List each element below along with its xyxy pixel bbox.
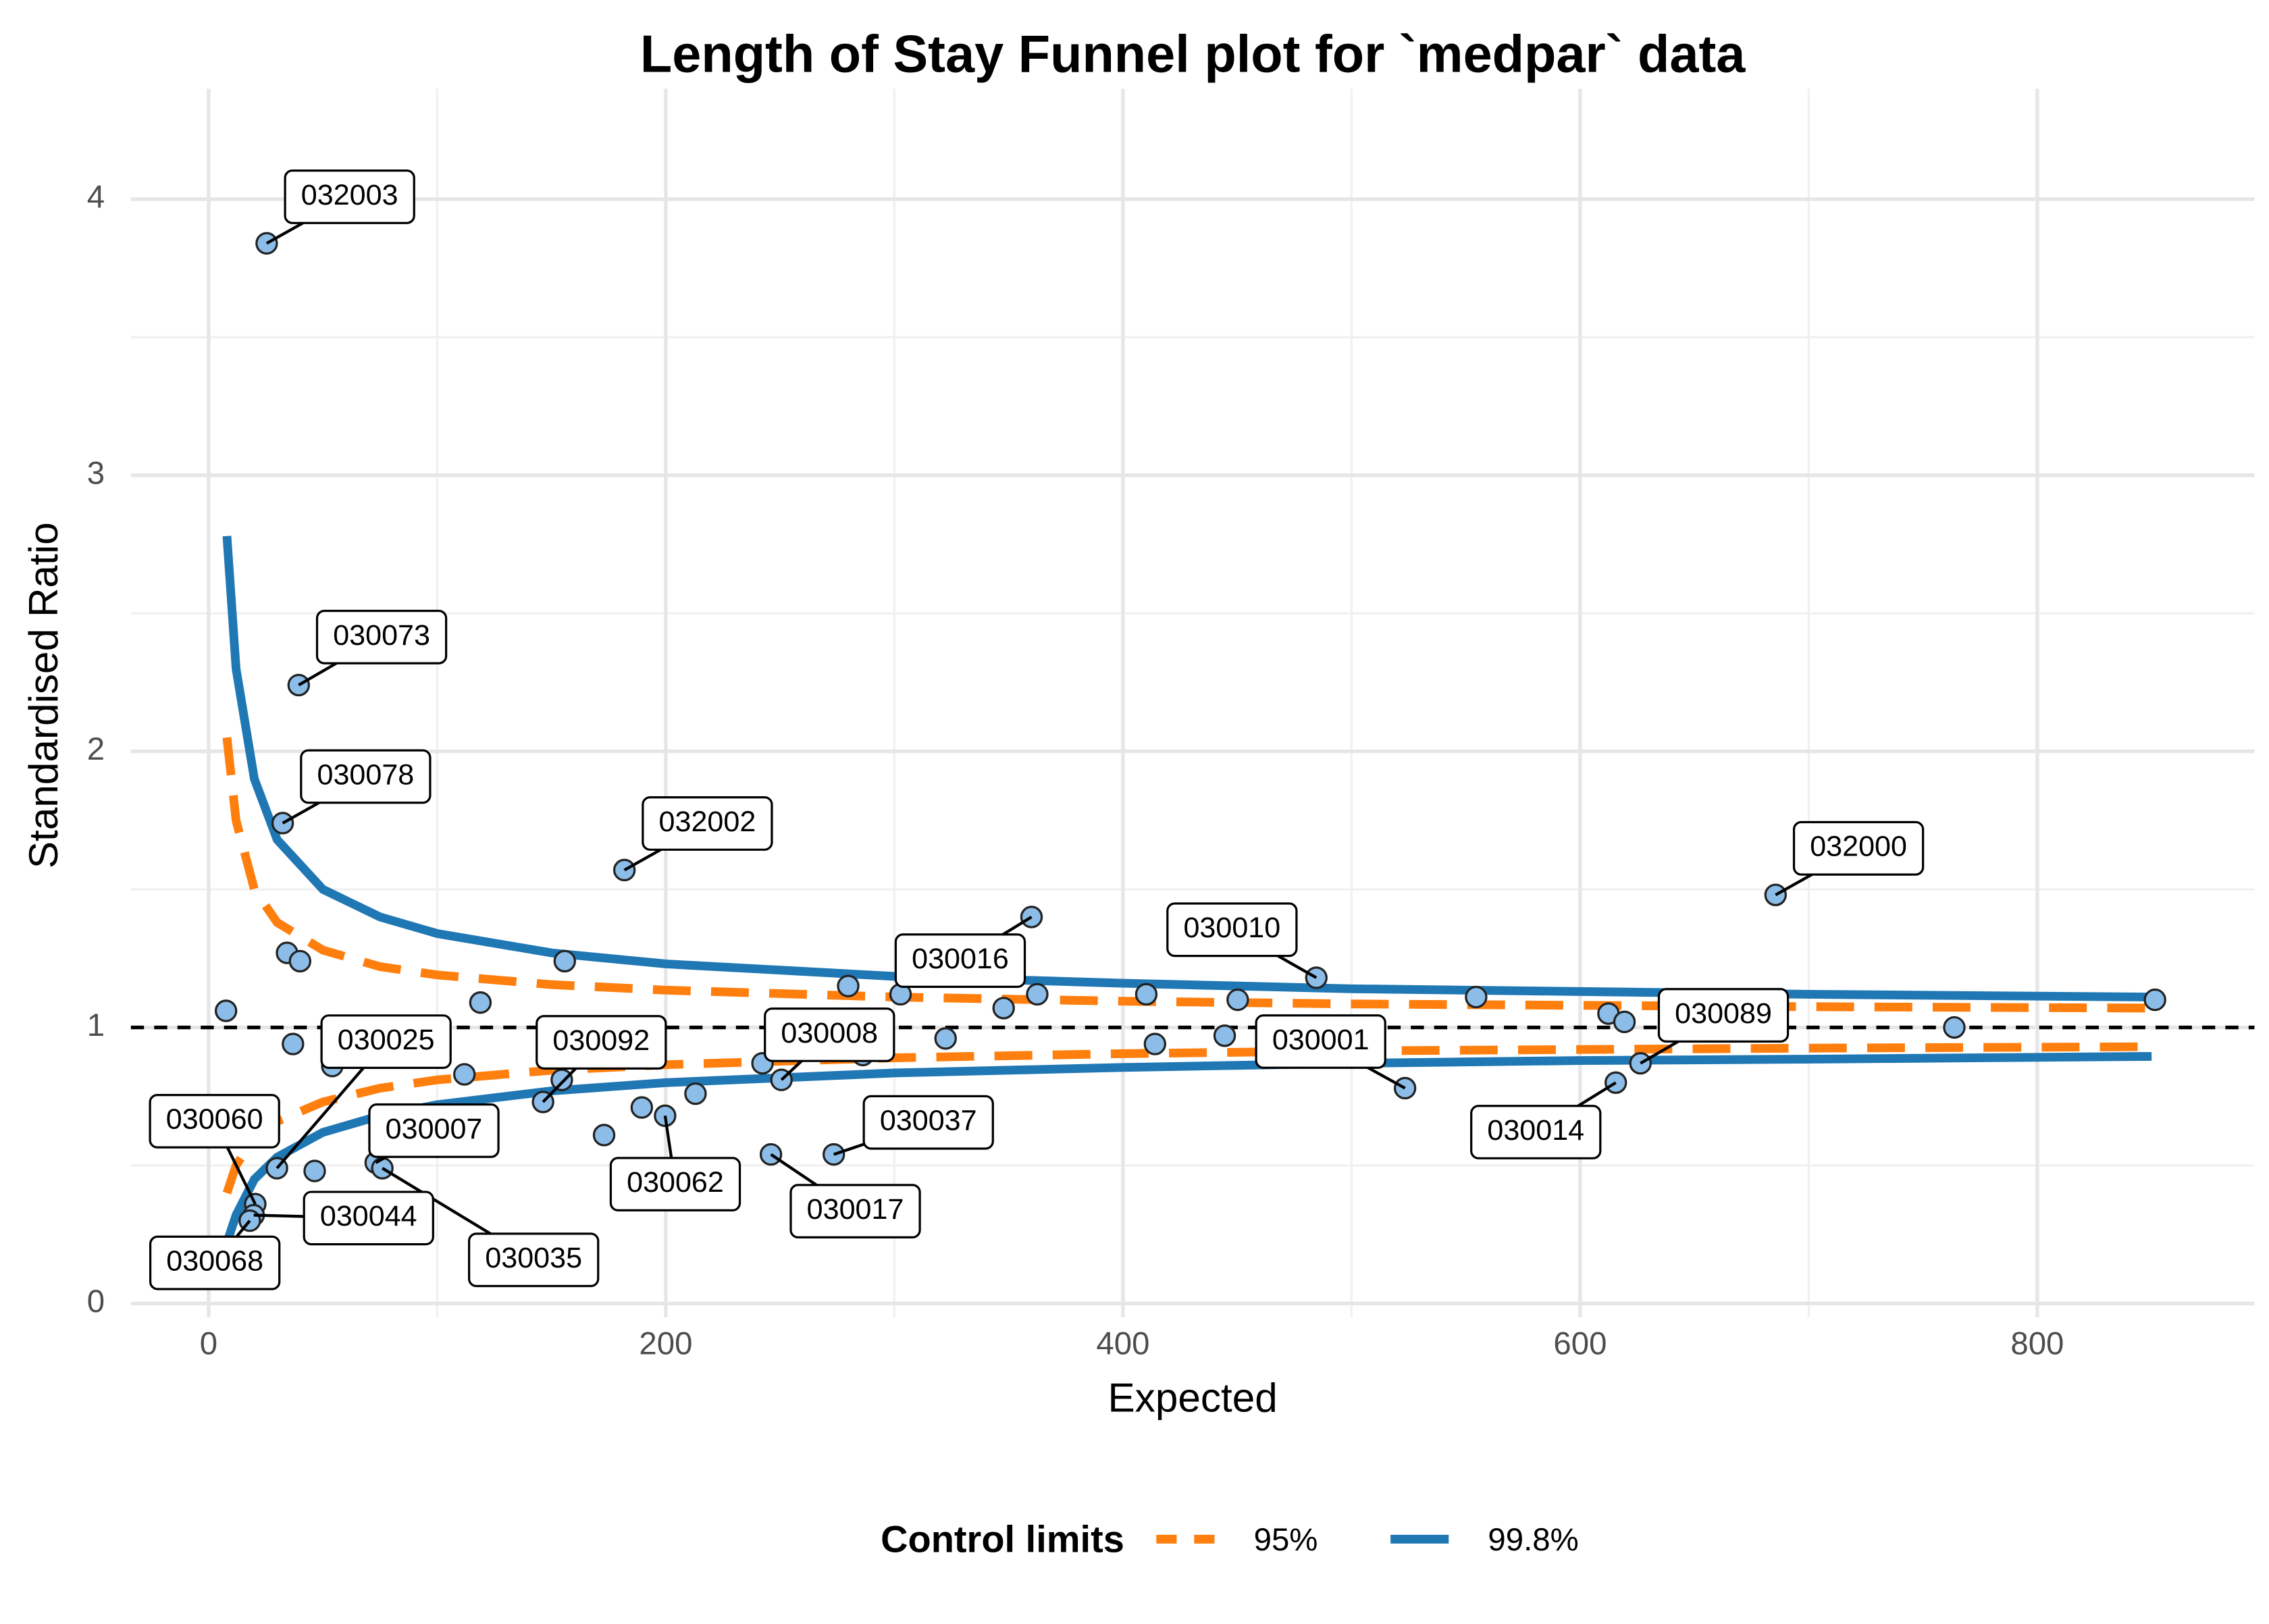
data-point bbox=[469, 991, 492, 1014]
legend-label: 95% bbox=[1254, 1522, 1318, 1558]
y-tick-label: 4 bbox=[87, 179, 105, 215]
label-box bbox=[1255, 1014, 1386, 1069]
label-box bbox=[149, 1235, 281, 1290]
data-point bbox=[550, 1068, 573, 1091]
point-label: 030014 bbox=[1487, 1114, 1584, 1147]
data-point bbox=[934, 1027, 957, 1050]
point-label: 030062 bbox=[627, 1166, 724, 1199]
point-label: 030092 bbox=[552, 1024, 650, 1057]
data-point bbox=[1226, 988, 1249, 1012]
data-point bbox=[1026, 983, 1049, 1006]
data-point bbox=[2143, 988, 2166, 1012]
y-tick-label: 1 bbox=[87, 1007, 105, 1043]
control-limit-line bbox=[222, 535, 2152, 1002]
x-tick-label: 800 bbox=[2010, 1326, 2064, 1361]
data-point bbox=[992, 997, 1015, 1020]
label-box bbox=[315, 610, 448, 664]
data-point bbox=[630, 1096, 654, 1119]
y-tick-label: 3 bbox=[87, 455, 105, 491]
label-box bbox=[536, 1015, 667, 1070]
data-point bbox=[1393, 1076, 1417, 1100]
data-point bbox=[1143, 1032, 1166, 1055]
data-point bbox=[1613, 1010, 1636, 1034]
label-box bbox=[468, 1232, 600, 1288]
y-tick-label: 0 bbox=[87, 1284, 105, 1319]
data-point bbox=[592, 1124, 616, 1147]
x-axis-label: Expected bbox=[1107, 1375, 1277, 1421]
point-label: 030025 bbox=[338, 1024, 435, 1056]
control-limit-line bbox=[222, 1051, 2152, 1245]
label-box bbox=[862, 1095, 994, 1150]
label-box bbox=[609, 1157, 741, 1211]
label-box bbox=[1792, 820, 1925, 876]
label-box bbox=[320, 1014, 452, 1069]
label-box bbox=[303, 1190, 434, 1246]
data-point bbox=[214, 999, 238, 1022]
point-label: 030001 bbox=[1272, 1024, 1370, 1056]
point-label: 032003 bbox=[301, 179, 398, 211]
point-label: 030089 bbox=[1675, 997, 1772, 1030]
x-tick-label: 200 bbox=[639, 1326, 692, 1361]
data-point bbox=[288, 949, 312, 973]
y-axis-label: Standardised Ratio bbox=[20, 522, 66, 868]
y-tick-label: 2 bbox=[87, 731, 105, 767]
point-label: 030068 bbox=[166, 1245, 263, 1278]
data-point bbox=[1943, 1016, 1966, 1039]
data-point bbox=[1213, 1024, 1236, 1047]
label-box bbox=[300, 749, 432, 804]
label-box bbox=[149, 1093, 280, 1149]
point-labels: 032003 030073 030078 032002 032000 030016 0300… bbox=[149, 169, 1925, 1290]
x-tick-label: 400 bbox=[1096, 1326, 1149, 1361]
label-box bbox=[1166, 902, 1298, 958]
point-label: 030073 bbox=[333, 619, 430, 652]
legend-label: 99.8% bbox=[1488, 1522, 1578, 1558]
point-label: 032002 bbox=[659, 806, 756, 838]
data-point bbox=[684, 1082, 707, 1105]
point-label: 030007 bbox=[386, 1113, 483, 1145]
point-label: 030060 bbox=[166, 1103, 263, 1136]
point-label: 030037 bbox=[880, 1105, 977, 1137]
point-label: 030035 bbox=[485, 1242, 582, 1274]
legend-title: Control limits bbox=[881, 1517, 1124, 1560]
label-box bbox=[642, 796, 773, 851]
data-point bbox=[303, 1159, 326, 1182]
label-box bbox=[1657, 988, 1790, 1043]
point-label: 030010 bbox=[1183, 912, 1280, 944]
label-box bbox=[1470, 1105, 1602, 1159]
points bbox=[214, 232, 2166, 1232]
label-box bbox=[284, 169, 415, 224]
label-box bbox=[764, 1007, 895, 1062]
chart-title: Length of Stay Funnel plot for `medpar` … bbox=[640, 26, 1746, 84]
label-box bbox=[368, 1103, 500, 1158]
data-point bbox=[271, 812, 294, 835]
point-label: 030016 bbox=[912, 943, 1009, 975]
point-label: 032000 bbox=[1810, 831, 1907, 863]
point-label: 030008 bbox=[781, 1017, 878, 1049]
grid: 0 200 400 600 800 0 1 2 3 4 bbox=[87, 88, 2255, 1361]
data-point bbox=[1134, 983, 1158, 1006]
x-tick-label: 600 bbox=[1553, 1326, 1607, 1361]
legend: Control limits 95% 99.8% bbox=[881, 1517, 1579, 1560]
data-point bbox=[282, 1032, 305, 1055]
label-box bbox=[789, 1184, 921, 1239]
data-point bbox=[453, 1063, 476, 1086]
data-point bbox=[837, 974, 860, 997]
point-label: 030078 bbox=[317, 758, 415, 791]
control-limit-line bbox=[222, 737, 2152, 1013]
x-tick-label: 0 bbox=[200, 1326, 217, 1361]
label-box bbox=[894, 933, 1026, 989]
point-label: 030044 bbox=[320, 1200, 417, 1232]
data-point bbox=[1465, 985, 1488, 1009]
data-point bbox=[553, 949, 577, 973]
point-label: 030017 bbox=[807, 1193, 904, 1226]
